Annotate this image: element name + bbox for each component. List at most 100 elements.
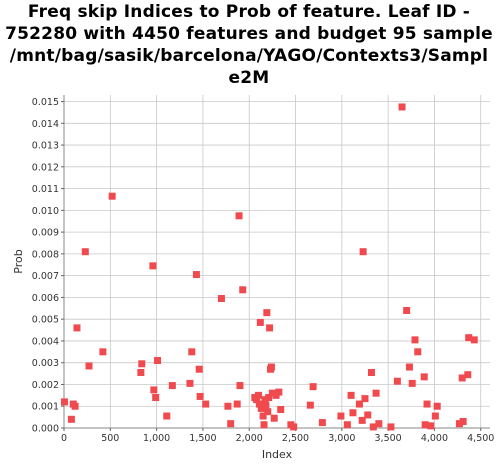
y-tick-label: 0.001: [32, 402, 59, 413]
data-point: [359, 248, 367, 256]
data-point: [262, 401, 270, 409]
data-point: [393, 377, 401, 385]
data-point: [375, 420, 383, 428]
data-point: [163, 412, 171, 420]
data-point: [263, 309, 271, 317]
data-point: [408, 379, 416, 387]
data-point: [236, 382, 244, 390]
y-tick-label: 0.008: [32, 249, 59, 260]
y-tick-label: 0.015: [32, 97, 59, 108]
data-point: [186, 379, 194, 387]
data-point: [358, 416, 366, 424]
y-tick-label: 0.012: [32, 162, 59, 173]
y-tick-label: 0.004: [32, 336, 59, 347]
data-point: [258, 402, 266, 410]
data-point: [309, 383, 317, 391]
data-point: [367, 369, 375, 376]
data-point: [154, 357, 162, 365]
data-point: [188, 348, 196, 356]
data-point: [398, 103, 406, 111]
data-point: [267, 363, 275, 371]
data-point: [260, 421, 268, 429]
data-point: [431, 412, 439, 420]
data-point: [168, 382, 176, 390]
data-point: [261, 396, 269, 404]
data-point: [239, 286, 247, 294]
x-tick-label: 1,000: [143, 433, 170, 444]
chart-title-line-1: Freq skip Indices to Prob of feature. Le…: [27, 2, 471, 22]
x-tick-label: 0: [61, 433, 67, 444]
x-tick-label: 4,500: [467, 433, 494, 444]
data-point: [217, 295, 225, 302]
data-point: [259, 412, 267, 420]
data-point: [227, 420, 235, 428]
data-point: [138, 360, 146, 368]
data-point: [470, 336, 478, 344]
data-point: [465, 334, 473, 342]
data-point: [266, 324, 274, 332]
data-point: [256, 318, 264, 326]
y-tick-label: 0.009: [32, 228, 59, 239]
data-point: [253, 396, 261, 404]
data-point: [411, 336, 419, 344]
y-tick-label: 0.000: [32, 424, 59, 435]
chart-title-line-3: /mnt/bag/sasik/barcelona/YAGO/Contexts3/…: [9, 46, 489, 66]
data-point: [264, 408, 272, 416]
data-point: [459, 417, 467, 425]
data-point: [99, 348, 107, 356]
data-point: [268, 389, 276, 397]
data-point: [369, 423, 377, 431]
data-point: [85, 362, 93, 370]
data-point: [254, 391, 262, 399]
data-point: [137, 369, 145, 376]
x-tick-label: 1,500: [189, 433, 216, 444]
data-point: [275, 388, 283, 396]
y-tick-label: 0.011: [32, 184, 59, 195]
data-point: [349, 409, 357, 417]
data-point: [343, 421, 351, 429]
chart-title: Freq skip Indices to Prob of feature. Le…: [0, 1, 498, 89]
data-point: [290, 423, 298, 431]
y-axis-ticks: 0.000 0.001 0.002 0.003 0.004 0.005 0.006 0.007…: [32, 97, 64, 435]
chart-title-line-4: e2M: [228, 68, 270, 88]
y-tick-label: 0.007: [32, 271, 59, 282]
data-point: [337, 412, 345, 420]
data-point: [433, 402, 441, 410]
x-tick-label: 4,000: [421, 433, 448, 444]
y-tick-label: 0.006: [32, 293, 59, 304]
data-point: [387, 423, 395, 431]
data-point: [224, 402, 232, 410]
data-point: [455, 420, 463, 428]
data-point: [464, 371, 472, 379]
data-point: [403, 306, 411, 314]
data-point: [421, 421, 429, 429]
data-point: [71, 402, 79, 410]
data-point: [152, 394, 160, 402]
data-point: [372, 389, 380, 397]
data-point: [67, 415, 75, 423]
x-axis-label: Index: [262, 448, 293, 461]
data-point: [420, 373, 428, 381]
x-tick-label: 2,500: [282, 433, 309, 444]
data-point: [423, 400, 431, 408]
y-tick-label: 0.005: [32, 315, 59, 326]
y-tick-label: 0.014: [32, 119, 59, 130]
x-tick-label: 500: [101, 433, 119, 444]
data-point: [60, 398, 68, 406]
x-axis-ticks: 0 500 1,000 1,500 2,000 2,500 3,000 3,500 4,000 4…: [61, 428, 494, 444]
y-axis-label: Prob: [12, 249, 25, 273]
data-point: [270, 414, 278, 422]
y-tick-label: 0.010: [32, 206, 59, 217]
x-tick-label: 3,000: [328, 433, 355, 444]
data-point: [347, 391, 355, 399]
chart-title-line-2: 752280 with 4450 features and budget 95 …: [5, 24, 493, 44]
data-point: [364, 411, 372, 419]
y-tick-label: 0.002: [32, 380, 59, 391]
x-tick-label: 2,000: [236, 433, 263, 444]
data-point: [405, 363, 413, 371]
data-point: [202, 400, 210, 408]
data-point: [414, 348, 422, 356]
y-tick-label: 0.013: [32, 141, 59, 152]
data-point: [73, 324, 81, 332]
